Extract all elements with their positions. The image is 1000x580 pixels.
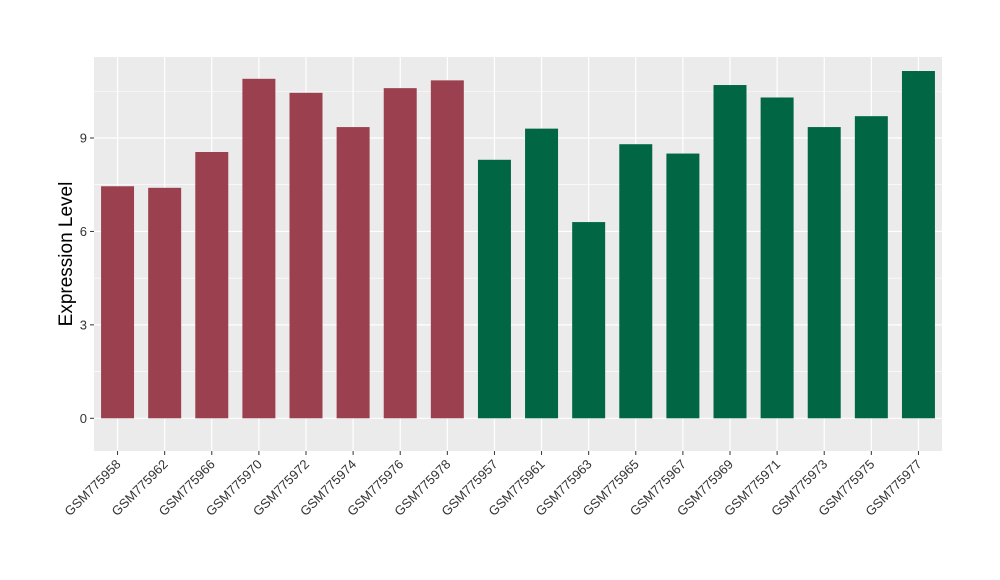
bar-GSM775957 [477, 159, 511, 419]
y-tick-label: 3 [80, 317, 87, 332]
bar-GSM775962 [148, 187, 182, 419]
bar-GSM775971 [760, 97, 794, 419]
y-tick-label: 0 [80, 411, 87, 426]
plot-panel [94, 57, 942, 451]
bars [101, 71, 935, 419]
bar-GSM775965 [619, 144, 653, 419]
bar-GSM775967 [666, 153, 700, 419]
minor-gridlines [94, 90, 942, 372]
bar-GSM775970 [242, 78, 276, 419]
y-axis-title: Expression Level [56, 182, 77, 327]
y-axis: 0 3 6 9 [80, 130, 94, 426]
bar-GSM775973 [807, 127, 841, 419]
bar-GSM775978 [430, 80, 464, 419]
bar-GSM775958 [101, 186, 135, 419]
y-tick-label: 9 [80, 130, 87, 145]
bar-GSM775974 [336, 127, 370, 419]
bar-GSM775963 [572, 222, 606, 419]
bar-GSM775977 [901, 71, 935, 419]
bar-GSM775972 [289, 92, 323, 419]
bar-GSM775975 [854, 116, 888, 419]
y-tick-label: 6 [80, 224, 87, 239]
bar-GSM775966 [195, 151, 229, 419]
bar-GSM775976 [383, 88, 417, 419]
x-axis: GSM775958GSM775962GSM775966GSM775970GSM7… [61, 451, 925, 519]
bar-GSM775961 [525, 128, 559, 419]
bar-GSM775969 [713, 85, 747, 419]
